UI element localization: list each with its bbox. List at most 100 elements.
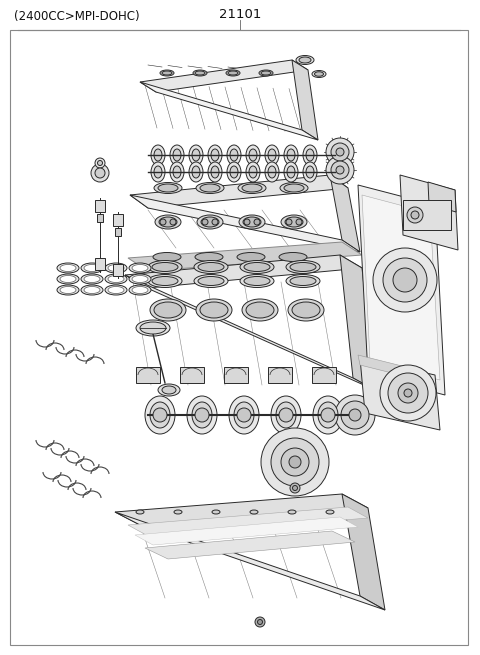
- Ellipse shape: [265, 145, 279, 165]
- Ellipse shape: [279, 252, 307, 261]
- Circle shape: [388, 373, 428, 413]
- Ellipse shape: [84, 286, 100, 293]
- Ellipse shape: [108, 286, 124, 293]
- Ellipse shape: [140, 322, 166, 334]
- Ellipse shape: [192, 149, 200, 161]
- Circle shape: [407, 207, 423, 223]
- Polygon shape: [115, 494, 368, 526]
- Ellipse shape: [306, 166, 314, 178]
- Ellipse shape: [261, 71, 271, 75]
- Ellipse shape: [288, 510, 296, 514]
- Ellipse shape: [60, 286, 76, 293]
- Bar: [97, 214, 103, 222]
- Ellipse shape: [81, 263, 103, 273]
- Ellipse shape: [246, 145, 260, 165]
- Ellipse shape: [276, 402, 296, 428]
- Ellipse shape: [154, 302, 182, 318]
- Polygon shape: [292, 60, 318, 140]
- Ellipse shape: [313, 396, 343, 434]
- Circle shape: [326, 156, 354, 184]
- Circle shape: [237, 408, 251, 422]
- Ellipse shape: [242, 299, 278, 321]
- Ellipse shape: [105, 274, 127, 284]
- Bar: [95, 258, 105, 270]
- Polygon shape: [115, 512, 385, 610]
- Ellipse shape: [314, 72, 324, 76]
- Ellipse shape: [108, 276, 124, 282]
- Ellipse shape: [57, 285, 79, 295]
- Circle shape: [336, 148, 344, 156]
- Circle shape: [373, 248, 437, 312]
- Ellipse shape: [229, 396, 259, 434]
- Ellipse shape: [286, 261, 320, 274]
- Ellipse shape: [249, 166, 257, 178]
- Ellipse shape: [173, 149, 181, 161]
- Ellipse shape: [303, 162, 317, 182]
- Circle shape: [286, 219, 292, 225]
- Ellipse shape: [290, 276, 316, 286]
- Ellipse shape: [194, 274, 228, 288]
- Ellipse shape: [280, 183, 308, 193]
- Ellipse shape: [152, 263, 178, 272]
- Ellipse shape: [197, 215, 223, 229]
- Ellipse shape: [230, 149, 238, 161]
- Ellipse shape: [105, 263, 127, 273]
- Ellipse shape: [154, 166, 162, 178]
- Circle shape: [393, 268, 417, 292]
- Bar: [403, 200, 451, 230]
- Ellipse shape: [318, 402, 338, 428]
- Ellipse shape: [198, 276, 224, 286]
- Ellipse shape: [129, 274, 151, 284]
- Ellipse shape: [228, 71, 238, 75]
- Ellipse shape: [84, 265, 100, 272]
- Circle shape: [279, 408, 293, 422]
- Circle shape: [326, 138, 354, 166]
- Ellipse shape: [211, 166, 219, 178]
- Ellipse shape: [136, 510, 144, 514]
- Ellipse shape: [200, 184, 220, 192]
- Circle shape: [380, 365, 436, 421]
- Ellipse shape: [129, 263, 151, 273]
- Ellipse shape: [105, 285, 127, 295]
- Ellipse shape: [81, 274, 103, 284]
- Circle shape: [95, 168, 105, 178]
- Polygon shape: [330, 175, 360, 252]
- Ellipse shape: [287, 166, 295, 178]
- Bar: [95, 200, 105, 212]
- Circle shape: [202, 219, 208, 225]
- Ellipse shape: [250, 510, 258, 514]
- Ellipse shape: [292, 302, 320, 318]
- Polygon shape: [360, 358, 440, 430]
- Circle shape: [257, 620, 263, 624]
- Bar: [224, 367, 248, 383]
- Ellipse shape: [226, 70, 240, 76]
- Polygon shape: [362, 195, 440, 380]
- Circle shape: [254, 219, 260, 225]
- Ellipse shape: [208, 145, 222, 165]
- Ellipse shape: [193, 70, 207, 76]
- Ellipse shape: [286, 274, 320, 288]
- Ellipse shape: [290, 263, 316, 272]
- Ellipse shape: [265, 162, 279, 182]
- Ellipse shape: [148, 261, 182, 274]
- Ellipse shape: [230, 166, 238, 178]
- Ellipse shape: [187, 396, 217, 434]
- Bar: [312, 367, 336, 383]
- Circle shape: [212, 219, 218, 225]
- Polygon shape: [145, 531, 355, 559]
- Ellipse shape: [306, 149, 314, 161]
- Ellipse shape: [159, 217, 177, 227]
- Ellipse shape: [57, 274, 79, 284]
- Ellipse shape: [195, 71, 205, 75]
- Ellipse shape: [158, 384, 180, 396]
- Ellipse shape: [212, 510, 220, 514]
- Circle shape: [289, 456, 301, 468]
- Ellipse shape: [129, 285, 151, 295]
- Polygon shape: [128, 242, 362, 271]
- Ellipse shape: [189, 145, 203, 165]
- Ellipse shape: [195, 252, 223, 261]
- Ellipse shape: [152, 276, 178, 286]
- Ellipse shape: [284, 184, 304, 192]
- Circle shape: [244, 219, 250, 225]
- Circle shape: [292, 485, 298, 491]
